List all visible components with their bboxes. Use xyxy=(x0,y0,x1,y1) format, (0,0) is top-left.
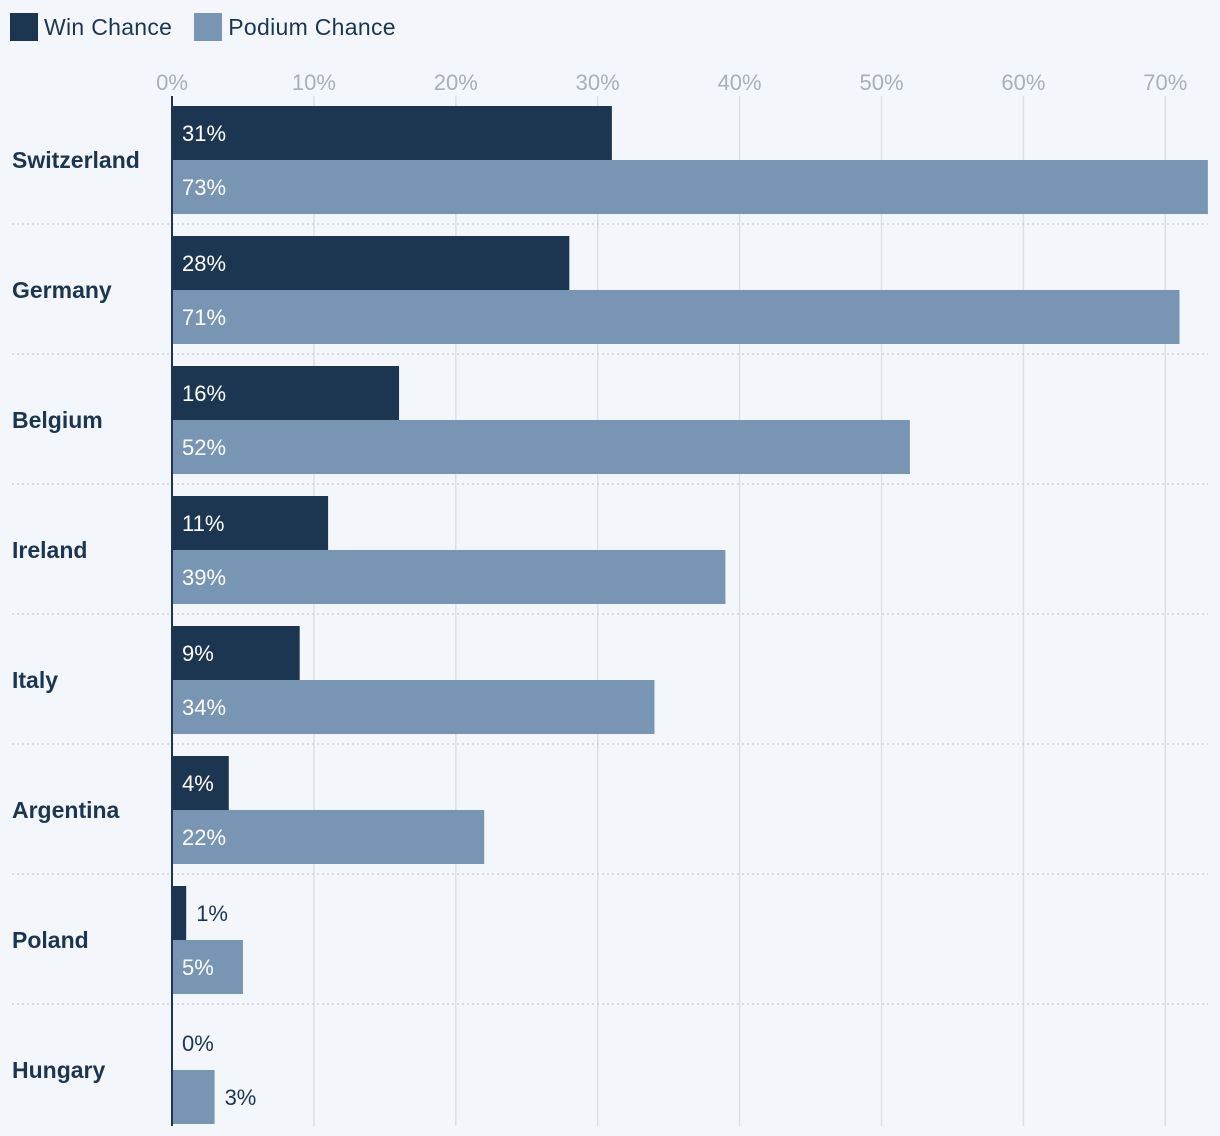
value-label-win: 16% xyxy=(182,381,226,406)
category-label: Italy xyxy=(12,667,58,693)
x-tick-label: 10% xyxy=(292,70,336,95)
value-label-win: 11% xyxy=(182,511,224,536)
value-label-win: 0% xyxy=(182,1031,214,1056)
bar-podium-chance[interactable] xyxy=(172,420,910,474)
x-tick-label: 0% xyxy=(156,70,188,95)
x-tick-label: 70% xyxy=(1143,70,1187,95)
x-tick-label: 60% xyxy=(1001,70,1045,95)
value-label-podium: 34% xyxy=(182,695,226,720)
value-label-win: 28% xyxy=(182,251,226,276)
value-label-win: 9% xyxy=(182,641,214,666)
bar-podium-chance[interactable] xyxy=(172,290,1180,344)
bar-podium-chance[interactable] xyxy=(172,550,726,604)
category-label: Poland xyxy=(12,927,89,953)
value-label-podium: 39% xyxy=(182,565,226,590)
legend-label-win: Win Chance xyxy=(44,13,173,40)
category-label: Switzerland xyxy=(12,147,140,173)
bar-podium-chance[interactable] xyxy=(172,1070,215,1124)
bar-podium-chance[interactable] xyxy=(172,160,1208,214)
x-tick-label: 30% xyxy=(576,70,620,95)
value-label-podium: 5% xyxy=(182,955,214,980)
bar-win-chance[interactable] xyxy=(172,626,300,680)
x-tick-label: 50% xyxy=(859,70,903,95)
bar-podium-chance[interactable] xyxy=(172,680,655,734)
x-tick-label: 20% xyxy=(434,70,478,95)
bar-win-chance[interactable] xyxy=(172,366,400,420)
chart-rows: Switzerland 31% 73% Germany 28% 71% Belgium 16%… xyxy=(12,106,1208,1124)
x-axis-tick-labels: 0% 10% 20% 30% 40% 50% 60% 70% xyxy=(156,70,1187,95)
bar-win-chance[interactable] xyxy=(172,106,612,160)
category-label: Ireland xyxy=(12,537,87,563)
value-label-podium: 22% xyxy=(182,825,226,850)
bar-podium-chance[interactable] xyxy=(172,940,243,994)
bar-win-chance[interactable] xyxy=(172,236,570,290)
bar-podium-chance[interactable] xyxy=(172,810,485,864)
value-label-podium: 71% xyxy=(182,305,226,330)
category-label: Germany xyxy=(12,277,112,303)
bar-win-chance[interactable] xyxy=(172,886,187,940)
legend-item-podium[interactable]: Podium Chance xyxy=(194,13,396,41)
legend: Win Chance Podium Chance xyxy=(10,12,418,42)
value-label-win: 1% xyxy=(196,901,228,926)
legend-swatch-win xyxy=(10,13,38,41)
legend-item-win[interactable]: Win Chance xyxy=(10,13,172,41)
category-label: Belgium xyxy=(12,407,103,433)
category-label: Hungary xyxy=(12,1057,106,1083)
value-label-podium: 3% xyxy=(225,1085,257,1110)
value-label-win: 4% xyxy=(182,771,214,796)
x-tick-label: 40% xyxy=(718,70,762,95)
value-label-win: 31% xyxy=(182,121,226,146)
legend-swatch-podium xyxy=(194,13,223,41)
category-label: Argentina xyxy=(12,797,120,823)
value-label-podium: 52% xyxy=(182,435,226,460)
bar-win-chance[interactable] xyxy=(172,756,229,810)
value-label-podium: 73% xyxy=(182,175,226,200)
bar-win-chance[interactable] xyxy=(172,496,329,550)
legend-label-podium: Podium Chance xyxy=(228,13,396,40)
